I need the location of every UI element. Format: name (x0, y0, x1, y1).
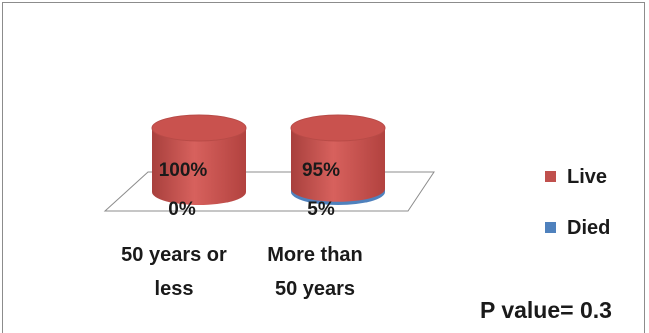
category-label-2-line2: 50 years (275, 278, 355, 300)
bar-top-cap-2 (290, 114, 386, 142)
category-label-2-line1: More than (267, 244, 363, 266)
legend-label-died: Died (567, 217, 610, 239)
data-label-died-cat1: 0% (168, 199, 196, 220)
data-label-live-cat2: 95% (302, 160, 340, 181)
p-value-annotation: P value= 0.3 (480, 297, 612, 323)
data-label-died-cat2: 5% (307, 199, 335, 220)
bar-live-2 (291, 128, 385, 202)
category-label-1-line1: 50 years or (121, 244, 227, 266)
category-label-1-line2: less (155, 278, 194, 300)
data-label-live-cat1: 100% (159, 160, 208, 181)
bar-live-1 (152, 128, 246, 205)
legend-swatch-died (545, 222, 556, 233)
legend-label-live: Live (567, 166, 607, 188)
bar-top-cap-1 (151, 114, 247, 142)
legend-swatch-live (545, 171, 556, 182)
